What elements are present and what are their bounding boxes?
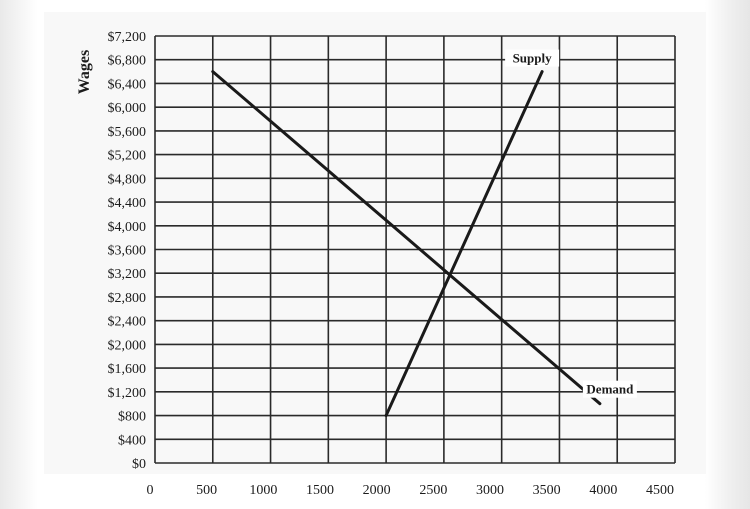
y-tick-label: $3,600 [108,244,147,259]
demand-line [211,70,602,406]
y-tick-label: $800 [118,410,146,425]
demand-label: Demand [586,382,634,397]
y-tick-label: $4,800 [108,172,147,187]
x-axis-ticks: 0 500 1000 1500 2000 2500 3000 3500 4000 4500 [147,483,675,498]
y-tick-label: $2,400 [108,315,147,330]
y-tick-label: $3,200 [108,267,147,282]
y-axis-title: Wages [76,50,93,94]
x-tick-label: 3500 [533,483,561,498]
x-tick-label: 1500 [306,483,334,498]
y-tick-label: $2,800 [108,291,147,306]
y-tick-label: $2,000 [108,338,147,353]
supply-line [384,70,544,418]
y-tick-label: $5,200 [108,149,147,164]
y-tick-label: $4,400 [108,196,147,211]
x-tick-label: 500 [196,483,217,498]
x-tick-label: 3000 [476,483,504,498]
y-tick-label: $4,000 [108,220,147,235]
y-tick-label: $1,200 [108,386,147,401]
x-tick-label: 2000 [363,483,391,498]
y-tick-label: $7,200 [108,30,147,45]
y-tick-label: $0 [132,457,146,472]
demand-label-bg [582,380,637,398]
grid [154,35,676,464]
x-tick-label: 0 [147,483,154,498]
series-labels: Supply Demand [505,49,637,398]
y-tick-label: $5,600 [108,125,147,140]
y-axis-ticks: $0 $400 $800 $1,200 $1,600 $2,000 $2,400 $2,800… [108,30,147,472]
x-tick-label: 4500 [646,483,674,498]
x-tick-label: 1000 [249,483,277,498]
supply-label: Supply [513,51,553,66]
y-tick-label: $1,600 [108,362,147,377]
x-tick-label: 2500 [419,483,447,498]
y-tick-label: $6,800 [108,54,147,69]
x-tick-label: 4000 [589,483,617,498]
y-tick-label: $400 [118,433,146,448]
series-lines [211,70,602,418]
y-tick-label: $6,400 [108,77,147,92]
supply-label-bg [505,49,560,67]
y-tick-label: $6,000 [108,101,147,116]
